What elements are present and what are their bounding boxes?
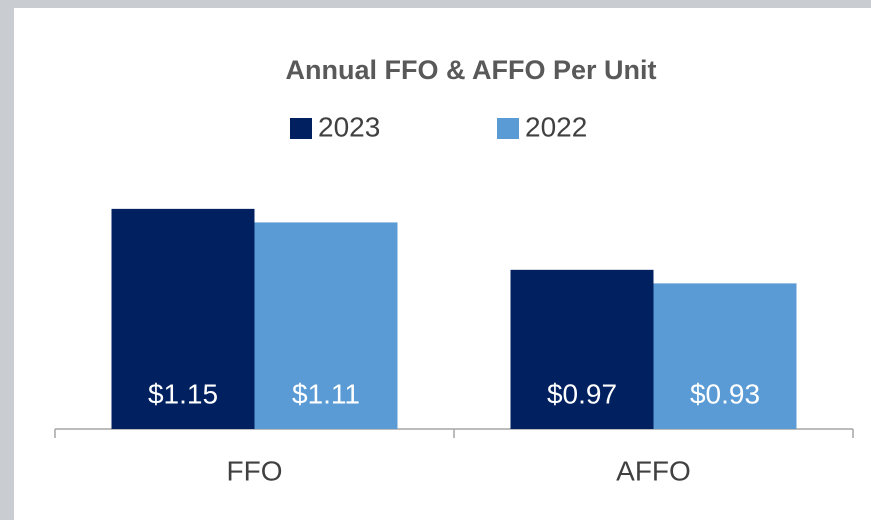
legend-label: 2022 <box>525 111 587 142</box>
legend-label: 2023 <box>318 111 380 142</box>
legend-swatch <box>497 118 519 139</box>
x-tick-label: FFO <box>227 455 283 486</box>
value-label: $0.97 <box>547 378 617 409</box>
legend-swatch <box>290 118 312 139</box>
chart-title: Annual FFO & AFFO Per Unit <box>286 55 657 85</box>
bar <box>653 283 797 429</box>
x-tick-label: AFFO <box>616 455 691 486</box>
value-label: $1.11 <box>292 378 360 409</box>
bar <box>510 269 654 429</box>
bar <box>111 208 255 429</box>
value-label: $0.93 <box>690 378 760 409</box>
bar <box>254 222 398 429</box>
value-label: $1.15 <box>148 378 218 409</box>
